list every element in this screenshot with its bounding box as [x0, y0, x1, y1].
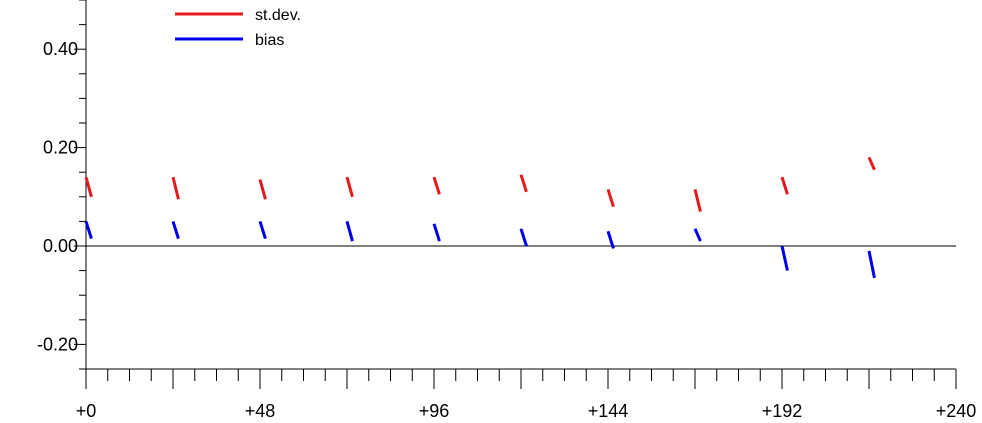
series-0-segment: [84, 176, 93, 198]
axes: 0.40 0.20 0.00 -0.20 +0 +48 +96 +144 +192 +240: [37, 0, 976, 421]
x-tick-label: +0: [76, 401, 97, 421]
series-0-segment: [258, 179, 267, 200]
legend: st.dev. bias: [175, 7, 301, 49]
series-1-segment: [432, 223, 441, 242]
y-tick-label: 0.20: [43, 138, 78, 158]
series-0-segment: [867, 156, 876, 171]
series-0-segment: [345, 176, 354, 198]
y-tick-label: 0.00: [43, 236, 78, 256]
series-0-segment: [780, 176, 789, 195]
series-0-segment: [171, 176, 180, 200]
series-0-segment: [693, 189, 702, 212]
series-1-segment: [519, 228, 528, 247]
x-tick-label: +240: [936, 401, 977, 421]
legend-label: bias: [255, 32, 284, 49]
series-1-segment: [171, 220, 180, 240]
x-tick-label: +48: [245, 401, 276, 421]
x-tick-label: +96: [419, 401, 450, 421]
series-1-segment: [606, 230, 615, 249]
series-0-segment: [606, 188, 615, 208]
x-tick-label: +192: [762, 401, 803, 421]
series-1-segment: [258, 220, 267, 240]
plot-area: [84, 156, 876, 279]
y-tick-label: 0.40: [43, 39, 78, 59]
x-tick-label: +144: [588, 401, 629, 421]
series-1-segment: [84, 220, 93, 240]
series-1-segment: [345, 221, 354, 242]
series-0-segment: [432, 176, 441, 195]
y-tick-label: -0.20: [37, 334, 78, 354]
series-1-segment: [780, 245, 789, 271]
series-1-segment: [867, 250, 876, 279]
legend-label: st.dev.: [255, 7, 301, 24]
series-0-segment: [519, 174, 528, 193]
series-1-segment: [693, 228, 702, 242]
